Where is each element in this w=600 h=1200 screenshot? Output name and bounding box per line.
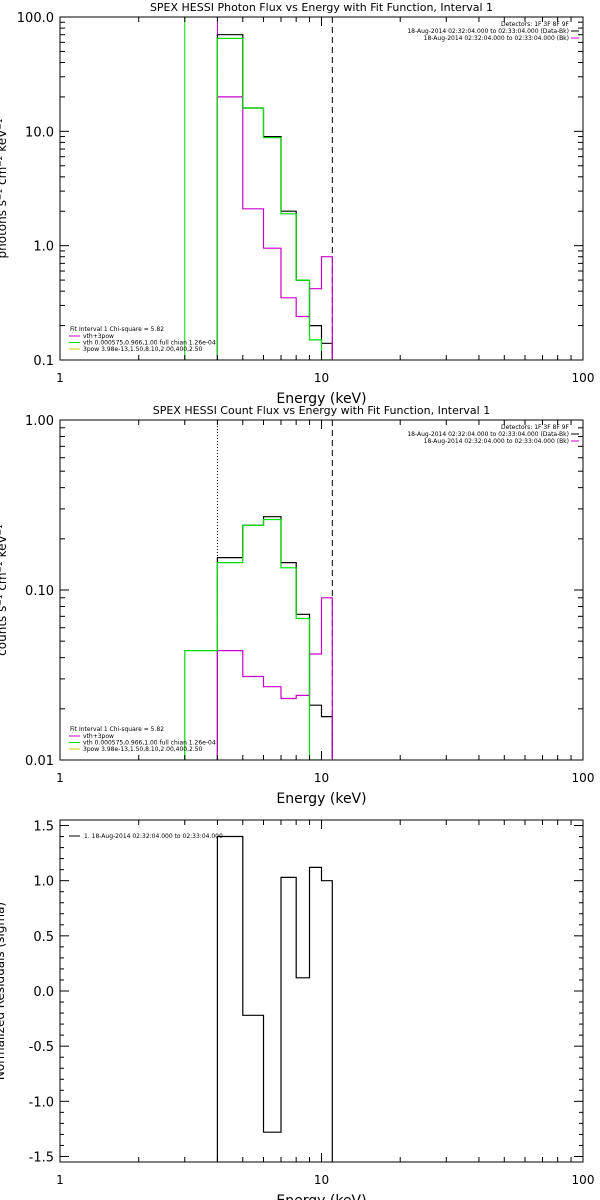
legend-entry: vth+3pow: [83, 333, 114, 340]
y-tick-label: 0.5: [33, 930, 54, 945]
y-tick-label: 1.0: [33, 875, 54, 890]
legend-title: Fit Interval 1 Chi-square = 5.82: [70, 726, 164, 733]
y-tick-label: 1.0: [33, 240, 54, 255]
legend-entry: vth 0.000575,0.966,1.00 full chian 1.26e…: [83, 340, 216, 347]
series-step-0: [216, 835, 333, 1162]
series-group: [184, 516, 333, 760]
series-step-0: [216, 516, 333, 760]
x-axis-label: Energy (keV): [276, 1193, 366, 1200]
x-tick-label: 1: [56, 371, 64, 385]
y-tick-label: 0.1: [33, 354, 54, 369]
header-annotation: Detectors: 1F 3F 8F 9F: [501, 424, 570, 431]
x-tick-label: 100: [572, 771, 595, 785]
series-step-1: [216, 597, 333, 760]
legend-entry: vth+3pow: [83, 733, 114, 740]
legend-entry: 1. 18-Aug-2014 02:32:04.000 to 02:33:04.…: [84, 833, 223, 840]
x-tick-label: 100: [572, 1173, 595, 1187]
series-step-2: [184, 518, 322, 760]
x-axis-label: Energy (keV): [276, 391, 366, 407]
series-step-1: [216, 96, 333, 360]
y-axis-label: photons s⁻¹ cm⁻² keV⁻¹: [0, 118, 9, 258]
x-tick-label: 10: [314, 371, 329, 385]
x-axis-label: Energy (keV): [276, 791, 366, 807]
x-tick-label: 10: [314, 771, 329, 785]
series-step-2: [216, 37, 333, 360]
y-tick-label: 0.01: [25, 754, 54, 769]
legend-entry: 3pow 3.98e-13,1.50,8.10,2.00,400,2.50: [83, 746, 203, 753]
header-annotation: 18-Aug-2014 02:32:04.000 to 02:33:04.000…: [407, 28, 569, 35]
legend-title: Fit Interval 1 Chi-square = 5.82: [70, 326, 164, 333]
plot-frame: [59, 16, 584, 361]
header-annotation: 18-Aug-2014 02:32:04.000 to 02:33:04.000…: [424, 438, 569, 445]
chart-title: SPEX HESSI Count Flux vs Energy with Fit…: [153, 404, 490, 417]
x-tick-label: 1: [56, 1173, 64, 1187]
x-tick-label: 100: [572, 371, 595, 385]
header-annotation: 18-Aug-2014 02:32:04.000 to 02:33:04.000…: [407, 431, 569, 438]
chart-title: SPEX HESSI Photon Flux vs Energy with Fi…: [150, 1, 493, 14]
y-tick-label: 0.0: [33, 985, 54, 1000]
legend-entry: vth 0.000575,0.966,1.00 full chian 1.26e…: [83, 740, 216, 747]
y-axis-label: Normalized Residuals (sigma): [0, 902, 7, 1080]
y-tick-label: -0.5: [29, 1040, 54, 1055]
series-step-0: [216, 34, 333, 360]
y-tick-label: 0.10: [25, 584, 54, 599]
x-tick-label: 10: [314, 1173, 329, 1187]
y-tick-label: 1.00: [25, 414, 54, 429]
legend-entry: 3pow 3.98e-13,1.50,8.10,2.00,400,2.50: [83, 346, 203, 353]
y-tick-label: 100.0: [17, 11, 54, 26]
y-tick-label: 10.0: [25, 125, 54, 140]
header-annotation: Detectors: 1F 3F 8F 9F: [501, 21, 570, 28]
x-tick-label: 1: [56, 771, 64, 785]
y-tick-label: -1.0: [29, 1095, 54, 1110]
series-group: [216, 34, 333, 360]
y-tick-label: 1.5: [33, 820, 54, 835]
header-annotation: 18-Aug-2014 02:32:04.000 to 02:33:04.000…: [424, 35, 569, 42]
y-tick-label: -1.5: [29, 1150, 54, 1165]
y-axis-label: counts s⁻¹ cm⁻² keV⁻¹: [0, 524, 9, 656]
series-group: [216, 835, 333, 1162]
